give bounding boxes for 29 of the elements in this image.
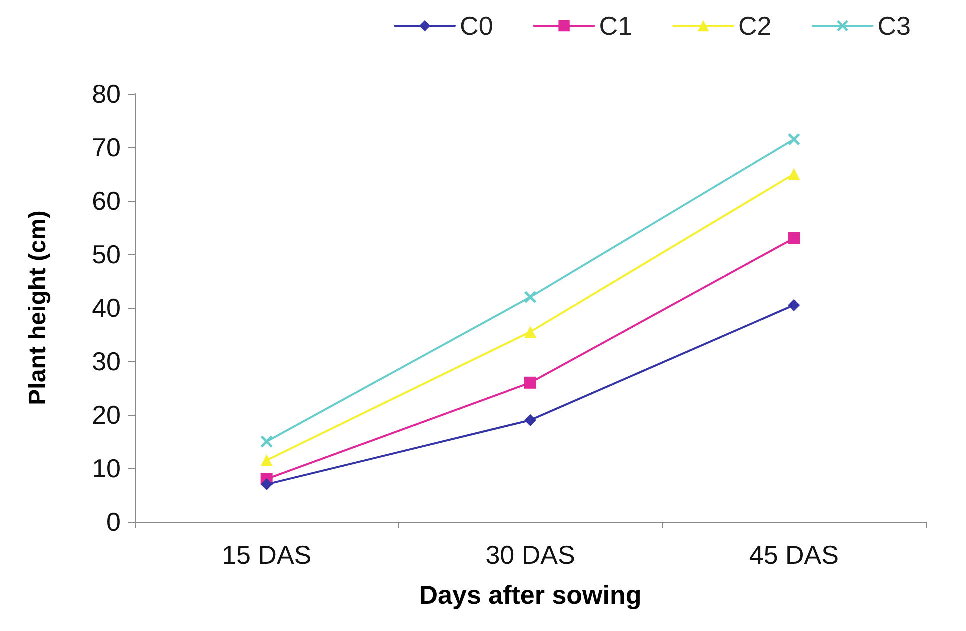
y-tick-label: 20 <box>92 400 121 430</box>
point <box>260 436 273 448</box>
x-tick-label: 30 DAS <box>486 540 576 570</box>
y-axis-title: Plant height (cm) <box>24 210 52 406</box>
y-tick-label: 50 <box>92 240 121 270</box>
x-tick-label: 45 DAS <box>749 540 839 570</box>
y-tick-label: 70 <box>92 132 121 162</box>
x-axis-title: Days after sowing <box>419 580 642 610</box>
point <box>788 133 800 146</box>
point <box>260 454 273 466</box>
point <box>524 326 536 338</box>
legend-label: C1 <box>599 11 633 41</box>
legend-label: C2 <box>738 11 772 41</box>
legend-label: C0 <box>460 11 494 41</box>
point <box>788 299 800 312</box>
y-tick-label: 60 <box>92 186 121 216</box>
legend-label: C3 <box>878 11 912 41</box>
y-tick-label: 80 <box>92 79 121 109</box>
point <box>788 168 800 180</box>
point <box>788 232 800 244</box>
point <box>524 291 536 304</box>
y-tick-label: 10 <box>92 454 121 484</box>
point <box>524 414 536 426</box>
y-tick-label: 30 <box>92 346 121 376</box>
y-tick-label: 0 <box>106 507 121 537</box>
point <box>524 376 536 389</box>
point <box>260 478 273 491</box>
y-tick-label: 40 <box>92 293 121 323</box>
x-tick-label: 15 DAS <box>222 540 312 570</box>
